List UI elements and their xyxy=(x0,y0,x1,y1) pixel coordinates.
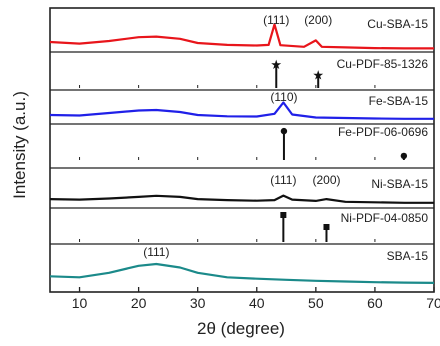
peak-label: (200) xyxy=(304,13,332,27)
reference-marker xyxy=(280,127,288,135)
reference-marker xyxy=(400,152,408,160)
series-label: SBA-15 xyxy=(387,249,429,263)
x-tick-label: 30 xyxy=(190,295,206,311)
reference-marker xyxy=(280,212,287,218)
reference-marker xyxy=(323,224,330,230)
series-trace xyxy=(49,262,435,284)
reference-marker: ★ xyxy=(270,58,282,73)
reference-label: Fe-PDF-06-0696 xyxy=(338,125,428,139)
x-axis-label: 2θ (degree) xyxy=(197,319,285,338)
x-tick-label: 40 xyxy=(249,295,265,311)
series-label: Cu-SBA-15 xyxy=(367,17,428,31)
x-tick-label: 50 xyxy=(308,295,324,311)
reference-label: Cu-PDF-85-1326 xyxy=(337,57,429,71)
reference-marker: ★ xyxy=(312,69,324,84)
x-tick-label: 20 xyxy=(131,295,147,311)
series-trace xyxy=(49,194,434,204)
peak-label: (111) xyxy=(143,245,169,259)
series-trace xyxy=(49,101,434,120)
peak-label: (111) xyxy=(270,173,296,187)
series-trace xyxy=(49,23,434,50)
y-axis-label: Intensity (a.u.) xyxy=(10,91,29,199)
peak-label: (110) xyxy=(270,90,297,104)
reference-label: Ni-PDF-04-0850 xyxy=(341,211,429,225)
series-label: Fe-SBA-15 xyxy=(369,94,429,108)
series-label: Ni-SBA-15 xyxy=(371,177,428,191)
x-tick-label: 10 xyxy=(72,295,88,311)
plot-frame xyxy=(49,7,435,293)
peak-label: (200) xyxy=(312,173,340,187)
peak-label: (111) xyxy=(263,13,289,27)
x-tick-label: 60 xyxy=(367,295,383,311)
x-tick-label: 70 xyxy=(426,295,440,311)
